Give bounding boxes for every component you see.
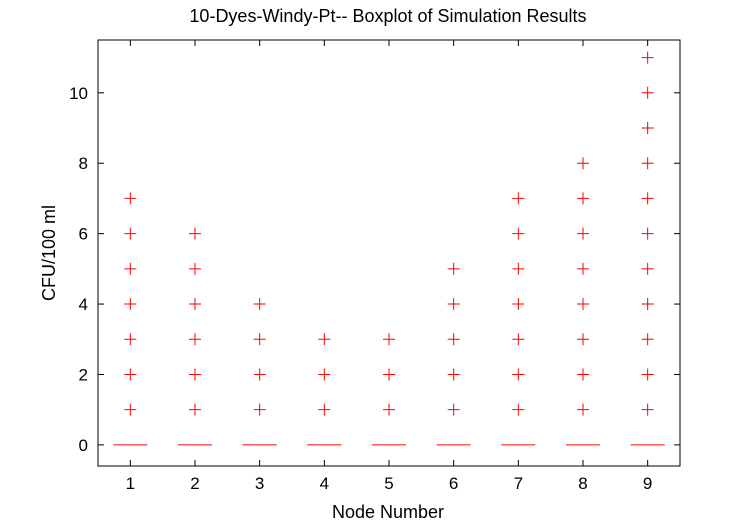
x-tick-label: 9	[643, 474, 652, 493]
outlier-marker	[189, 262, 201, 275]
outlier-marker	[318, 333, 331, 346]
outlier-marker	[124, 333, 137, 346]
outlier-marker	[189, 403, 201, 416]
outlier-marker	[577, 298, 589, 311]
outlier-marker	[253, 403, 266, 416]
outlier-marker	[641, 403, 654, 416]
outlier-marker	[189, 333, 201, 346]
y-tick-label: 2	[79, 365, 88, 384]
outlier-marker	[512, 262, 525, 275]
outlier-marker	[447, 333, 460, 346]
outlier-marker	[641, 157, 654, 170]
outlier-marker	[253, 368, 266, 381]
outlier-marker	[641, 86, 654, 99]
outlier-marker	[447, 403, 460, 416]
outlier-marker	[124, 368, 137, 381]
x-axis-label: Node Number	[332, 502, 444, 522]
outlier-marker	[124, 192, 137, 205]
y-tick-label: 10	[69, 84, 88, 103]
plot-marks	[113, 51, 665, 446]
outlier-marker	[577, 262, 589, 275]
outlier-marker	[124, 227, 137, 240]
outlier-marker	[641, 192, 654, 205]
outlier-marker	[641, 227, 654, 240]
outlier-marker	[512, 368, 525, 381]
x-axis: 1 2 3 4 5 6 7 8 9	[126, 40, 652, 493]
outlier-marker	[124, 298, 137, 311]
x-tick-label: 8	[578, 474, 587, 493]
outlier-marker	[383, 368, 395, 381]
outlier-marker	[253, 333, 266, 346]
outlier-marker	[641, 333, 654, 346]
outlier-marker	[189, 227, 201, 240]
outlier-marker	[641, 368, 654, 381]
outlier-marker	[383, 403, 395, 416]
outlier-marker	[641, 298, 654, 311]
outlier-marker	[383, 333, 395, 346]
outlier-marker	[512, 333, 525, 346]
outlier-marker	[641, 51, 654, 64]
outlier-marker	[577, 333, 589, 346]
outlier-marker	[124, 403, 137, 416]
outlier-marker	[577, 157, 589, 170]
outlier-marker	[512, 227, 525, 240]
x-tick-label: 6	[449, 474, 458, 493]
outlier-marker	[124, 262, 137, 275]
x-tick-label: 4	[320, 474, 329, 493]
x-tick-label: 5	[384, 474, 393, 493]
outlier-marker	[512, 298, 525, 311]
chart-title: 10-Dyes-Windy-Pt-- Boxplot of Simulation…	[189, 6, 586, 26]
outlier-marker	[318, 368, 331, 381]
outlier-marker	[577, 403, 589, 416]
outlier-marker	[189, 368, 201, 381]
outlier-marker	[318, 403, 331, 416]
outlier-marker	[447, 262, 460, 275]
outlier-marker	[447, 368, 460, 381]
y-tick-label: 4	[79, 295, 88, 314]
y-tick-label: 0	[79, 436, 88, 455]
outlier-marker	[577, 368, 589, 381]
outlier-marker	[253, 298, 266, 311]
y-tick-label: 6	[79, 225, 88, 244]
outlier-marker	[189, 298, 201, 311]
x-tick-label: 7	[514, 474, 523, 493]
y-axis-label: CFU/100 ml	[39, 205, 59, 301]
x-tick-label: 2	[190, 474, 199, 493]
outlier-marker	[577, 227, 589, 240]
y-tick-label: 8	[79, 154, 88, 173]
x-tick-label: 3	[255, 474, 264, 493]
plot-frame	[97, 39, 681, 467]
x-tick-label: 1	[126, 474, 135, 493]
outlier-marker	[641, 122, 654, 135]
outlier-marker	[447, 298, 460, 311]
outlier-marker	[512, 403, 525, 416]
outlier-marker	[577, 192, 589, 205]
outlier-marker	[641, 262, 654, 275]
y-axis: 0 2 4 6 8 10	[69, 84, 680, 455]
outlier-marker	[512, 192, 525, 205]
